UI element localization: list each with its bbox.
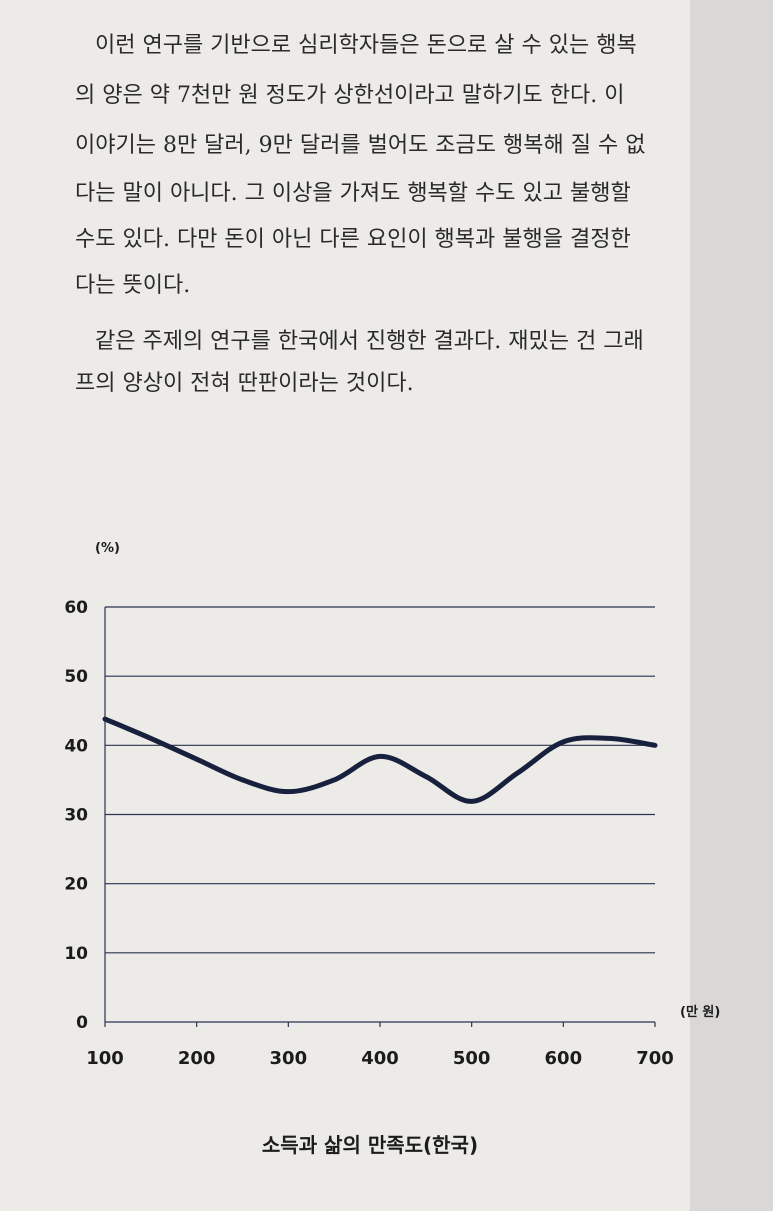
y-tick-label: 20 [64,875,88,895]
text-line: 이야기는 8만 달러, 9만 달러를 벌어도 조금도 행복해 질 수 없 [75,133,645,158]
text-line: 다는 뜻이다. [75,273,190,298]
text-line: 수도 있다. 다만 돈이 아닌 다른 요인이 행복과 불행을 결정한 [75,227,631,252]
y-tick-label: 30 [64,806,88,826]
data-line [102,716,658,804]
y-unit: (%) [95,541,120,556]
chart-title: 소득과 삶의 만족도(한국) [262,1133,478,1157]
x-tick-label: 500 [453,1048,491,1069]
x-tick-label: 100 [86,1048,124,1069]
y-tick-label: 10 [64,944,88,964]
page-shadow [690,0,773,1211]
text-line: 의 양은 약 7천만 원 정도가 상한선이라고 말하기도 한다. 이 [75,83,624,108]
x-tick-label: 600 [545,1048,583,1069]
text-line: 이런 연구를 기반으로 심리학자들은 돈으로 살 수 있는 행복 [95,33,637,58]
text-line: 프의 양상이 전혀 딴판이라는 것이다. [75,371,414,396]
y-tick-label: 60 [64,598,88,618]
text-line: 다는 말이 아니다. 그 이상을 가져도 행복할 수도 있고 불행할 [75,181,631,206]
x-tick-label: 400 [361,1048,399,1069]
x-tick-label: 300 [270,1048,308,1069]
y-tick-label: 50 [64,667,88,687]
x-tick-label: 700 [636,1048,674,1069]
y-tick-label: 0 [76,1013,88,1033]
text-line: 같은 주제의 연구를 한국에서 진행한 결과다. 재밌는 건 그래 [95,329,644,354]
x-unit: (만 원) [680,1004,720,1020]
x-tick-label: 200 [178,1048,216,1069]
y-tick-label: 40 [64,736,88,756]
